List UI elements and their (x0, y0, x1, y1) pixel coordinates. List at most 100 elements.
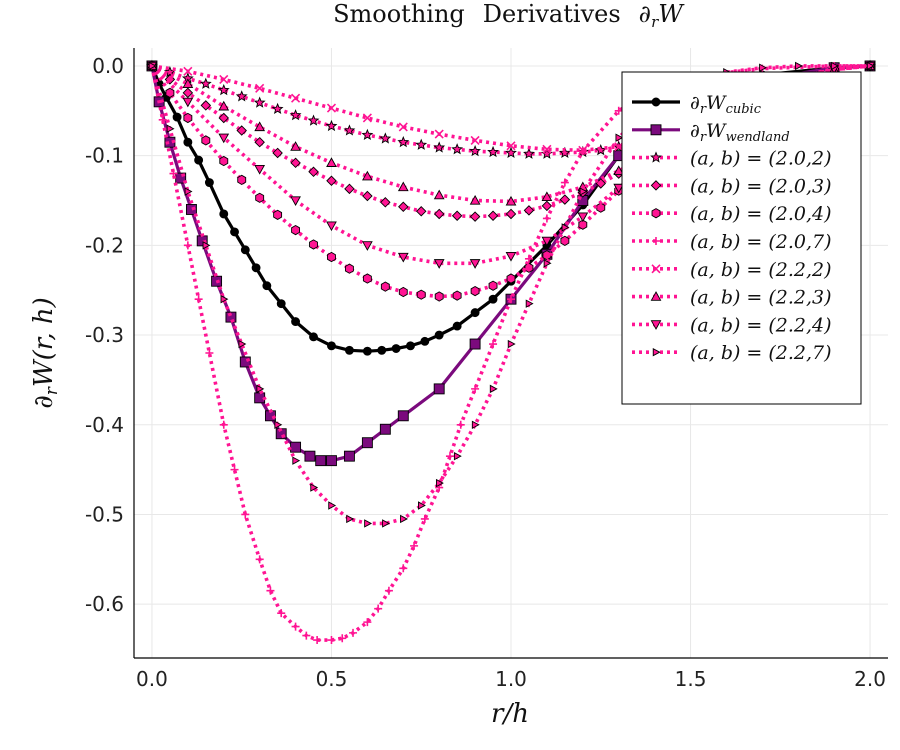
data-point (406, 341, 415, 351)
data-point (362, 273, 372, 284)
data-point (182, 87, 194, 99)
data-point (238, 339, 247, 349)
data-point (182, 78, 194, 89)
legend-swatch-marker (650, 291, 662, 301)
data-point (172, 112, 182, 122)
data-point (326, 157, 337, 167)
data-point (230, 227, 239, 237)
data-point (379, 423, 391, 435)
x-tick-label: 1.0 (495, 667, 527, 691)
data-point (217, 83, 230, 96)
data-point (374, 604, 383, 613)
data-point (453, 451, 462, 461)
data-point (182, 97, 194, 108)
data-point (433, 141, 446, 153)
data-point (505, 195, 517, 206)
data-point (594, 144, 607, 156)
data-point (542, 214, 551, 223)
data-point (471, 384, 480, 393)
legend: ∂rWcubic ∂rWwendland (a, b) = (2.0,2) (a, b… (621, 71, 862, 405)
data-point (199, 77, 212, 89)
legend-label: (a, b) = (2.2,4) (690, 314, 832, 336)
data-point (310, 483, 319, 492)
data-point (471, 420, 480, 429)
legend-entry-6: (a, b) = (2.2,2) (632, 259, 832, 281)
data-point (276, 299, 286, 309)
data-point (254, 121, 266, 132)
data-point (290, 157, 301, 169)
data-point (255, 192, 265, 203)
data-point (433, 189, 445, 200)
data-point (505, 251, 517, 262)
data-point (255, 555, 264, 564)
data-point (445, 452, 454, 461)
data-point (505, 208, 517, 220)
data-point (205, 349, 214, 357)
legend-entry-9: (a, b) = (2.2,7) (632, 342, 832, 364)
data-point (470, 308, 480, 318)
y-tick-label: -0.1 (85, 144, 124, 168)
legend-entry-8: (a, b) = (2.2,4) (632, 314, 832, 336)
data-point (433, 259, 445, 269)
data-point (218, 133, 230, 144)
data-point (866, 61, 875, 71)
data-point (489, 384, 498, 394)
data-point (326, 175, 337, 187)
data-point (271, 102, 284, 115)
legend-swatch-marker (651, 264, 661, 274)
data-point (614, 106, 623, 115)
data-point (364, 519, 373, 528)
data-point (451, 210, 463, 221)
data-point (158, 115, 167, 124)
data-point (194, 295, 203, 304)
data-point (391, 344, 401, 353)
data-point (416, 289, 426, 300)
data-point (830, 61, 839, 71)
data-point (525, 299, 534, 308)
axes (133, 48, 888, 659)
data-point (420, 514, 429, 523)
data-point (262, 281, 272, 291)
data-point (507, 295, 515, 304)
data-point (254, 164, 266, 175)
data-point (505, 146, 517, 158)
data-point (240, 245, 250, 255)
data-point (304, 450, 316, 462)
data-point (230, 465, 239, 474)
data-point (489, 340, 498, 349)
data-point (469, 211, 481, 222)
data-point (204, 178, 214, 188)
data-point (384, 586, 393, 595)
data-point (327, 251, 336, 263)
legend-label: (a, b) = (2.0,7) (690, 231, 832, 253)
chart-title: Smoothing Derivatives ∂rW (333, 0, 685, 31)
data-point (362, 346, 372, 356)
data-point (470, 285, 480, 297)
data-point (291, 622, 300, 631)
data-point (613, 165, 625, 176)
data-point (266, 586, 275, 595)
data-point (328, 501, 337, 510)
y-axis-label: ∂rW(r, h) (29, 297, 62, 408)
data-point (254, 136, 265, 148)
data-point (488, 280, 498, 291)
x-tick-label: 0.0 (136, 667, 168, 691)
data-point (507, 339, 516, 349)
data-point (363, 618, 372, 627)
data-point (596, 202, 606, 213)
data-point (361, 128, 374, 141)
data-point (434, 330, 444, 340)
data-point (274, 420, 283, 429)
data-point (433, 383, 445, 395)
data-point (397, 135, 410, 148)
data-point (506, 141, 516, 151)
y-tick-label: -0.2 (85, 233, 124, 257)
data-point (506, 273, 516, 284)
data-point (470, 135, 480, 145)
data-point (418, 501, 426, 510)
data-point (398, 286, 408, 298)
data-point (338, 634, 347, 643)
legend-swatch-marker (650, 320, 662, 330)
legend-box (621, 71, 862, 405)
data-point (344, 345, 354, 355)
